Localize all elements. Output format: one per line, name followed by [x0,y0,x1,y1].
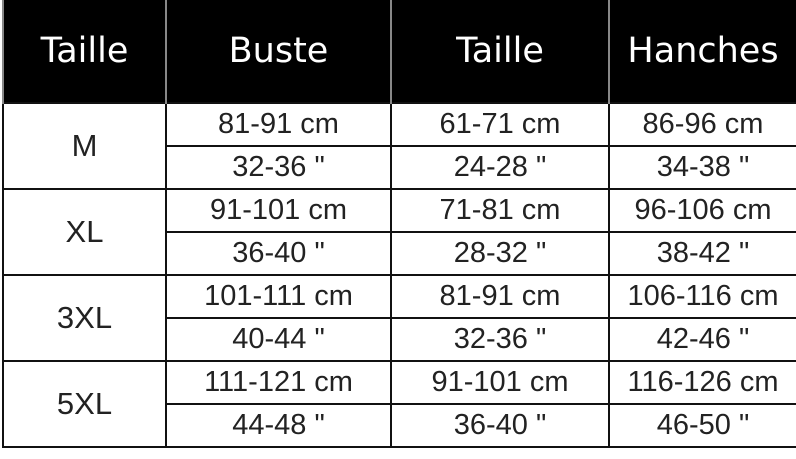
table-row-cm: 5XL 111-121 cm 91-101 cm 116-126 cm [2,360,796,448]
table-row-cm: 3XL 101-111 cm 81-91 cm 106-116 cm [2,274,796,362]
measurement-cm-cell: 61-71 cm [390,102,610,147]
measurement-inch-cell: 44-48 " [165,403,392,448]
measurement-inch-cell: 42-46 " [608,317,796,362]
table-row-inch: 44-48 " 36-40 " 46-50 " [3,403,796,448]
measurement-cm-cell: 81-91 cm [165,102,392,147]
size-cell: 5XL [2,360,167,448]
table-row-inch: 32-36 " 24-28 " 34-38 " [3,145,796,190]
measurement-inch-cell: 28-32 " [390,231,610,276]
measurement-cm-cell: 86-96 cm [608,102,796,147]
measurement-inch-cell: 24-28 " [390,145,610,190]
table-row-cm: M 81-91 cm 61-71 cm 86-96 cm [2,102,796,190]
size-chart-table: Taille Buste Taille Hanches M 81-91 cm 61-… [2,0,796,448]
measurement-cm-cell: 96-106 cm [608,188,796,233]
measurement-inch-cell: 40-44 " [165,317,392,362]
header-waist: Taille [390,0,610,103]
table-row-inch: 40-44 " 32-36 " 42-46 " [3,317,796,362]
size-cell: 3XL [2,274,167,362]
measurement-inch-cell: 34-38 " [608,145,796,190]
header-row: Taille Buste Taille Hanches [2,0,796,103]
measurement-inch-cell: 36-40 " [390,403,610,448]
measurement-inch-cell: 32-36 " [390,317,610,362]
measurement-cm-cell: 101-111 cm [165,274,392,319]
measurement-inch-cell: 36-40 " [165,231,392,276]
measurement-cm-cell: 81-91 cm [390,274,610,319]
measurement-cm-cell: 91-101 cm [165,188,392,233]
measurement-inch-cell: 32-36 " [165,145,392,190]
size-cell: XL [2,188,167,276]
size-cell: M [2,102,167,190]
header-hips: Hanches [608,0,796,103]
header-bust: Buste [165,0,392,103]
measurement-inch-cell: 46-50 " [608,403,796,448]
measurement-cm-cell: 106-116 cm [608,274,796,319]
measurement-cm-cell: 116-126 cm [608,360,796,405]
measurement-cm-cell: 71-81 cm [390,188,610,233]
table-row-cm: XL 91-101 cm 71-81 cm 96-106 cm [2,188,796,276]
header-size: Taille [2,0,167,103]
measurement-inch-cell: 38-42 " [608,231,796,276]
table-row-inch: 36-40 " 28-32 " 38-42 " [3,231,796,276]
measurement-cm-cell: 91-101 cm [390,360,610,405]
measurement-cm-cell: 111-121 cm [165,360,392,405]
